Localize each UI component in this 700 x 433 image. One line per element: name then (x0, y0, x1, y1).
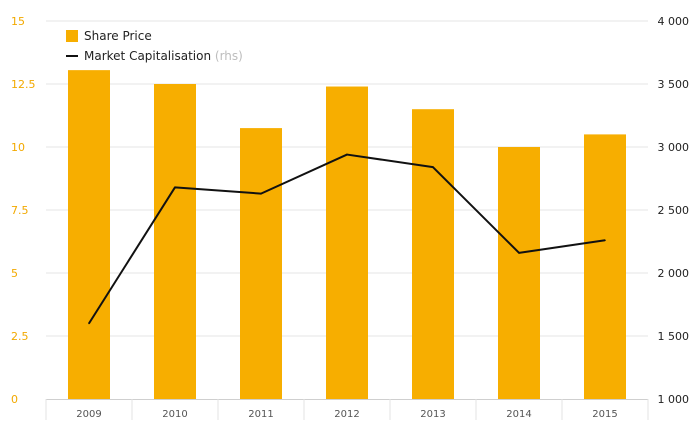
market-cap-point-2015 (604, 239, 606, 242)
x-axis-tick-label: 2015 (592, 409, 617, 420)
market-cap-point-2013 (432, 166, 434, 168)
left-axis-tick-label: 2.5 (11, 330, 29, 343)
market-cap-point-2012 (346, 153, 348, 156)
bar-share-price-2009 (68, 70, 110, 399)
legend-label-market-cap-name: Market Capitalisation (84, 49, 211, 63)
legend-label-share-price: Share Price (84, 29, 152, 43)
right-axis-tick-label: 3 000 (658, 141, 690, 154)
bar-share-price-2010 (154, 84, 196, 399)
left-axis-tick-label: 15 (11, 15, 25, 28)
bar-share-price-2011 (240, 128, 282, 399)
market-cap-point-2014 (518, 252, 520, 254)
left-axis-tick-label: 10 (11, 141, 25, 154)
bar-share-price-2012 (326, 86, 368, 400)
left-axis-tick-label: 7.5 (11, 204, 29, 217)
right-axis-tick-label: 1 000 (658, 393, 690, 406)
legend: Share Price Market Capitalisation (rhs) (66, 29, 243, 63)
left-axis-tick-label: 0 (11, 393, 18, 406)
market-cap-point-2009 (88, 322, 90, 325)
market-cap-line-layer (88, 153, 606, 325)
right-axis-tick-label: 3 500 (658, 78, 690, 91)
x-axis-tick-label: 2009 (76, 409, 101, 420)
x-axis-tick-label: 2013 (420, 409, 445, 420)
bar-share-price-2013 (412, 109, 454, 399)
right-axis-tick-label: 2 500 (658, 204, 690, 217)
right-axis-tick-label: 2 000 (658, 267, 690, 280)
bar-share-price-2014 (498, 147, 540, 399)
bar-share-price-2015 (584, 134, 626, 399)
market-cap-point-2011 (260, 192, 262, 195)
left-axis-tick-label: 12.5 (11, 78, 36, 91)
left-axis-tick-label: 5 (11, 267, 18, 280)
x-axis-tick-label: 2014 (506, 409, 531, 420)
legend-swatch-share-price (66, 30, 78, 42)
legend-label-market-cap-suffix: (rhs) (215, 49, 243, 63)
share-price-bars (68, 70, 626, 400)
axes: 0 2.5 5 7.5 10 12.5 15 1 000 1 500 2 000 2 500 3 00… (11, 15, 689, 420)
x-axis-tick-label: 2011 (248, 409, 273, 420)
x-axis-tick-label: 2012 (334, 409, 359, 420)
legend-label-market-cap: Market Capitalisation (rhs) (84, 49, 243, 63)
market-cap-point-2010 (174, 186, 176, 189)
right-axis-tick-label: 1 500 (658, 330, 690, 343)
right-axis-tick-label: 4 000 (658, 15, 690, 28)
x-axis-tick-label: 2010 (162, 409, 187, 420)
